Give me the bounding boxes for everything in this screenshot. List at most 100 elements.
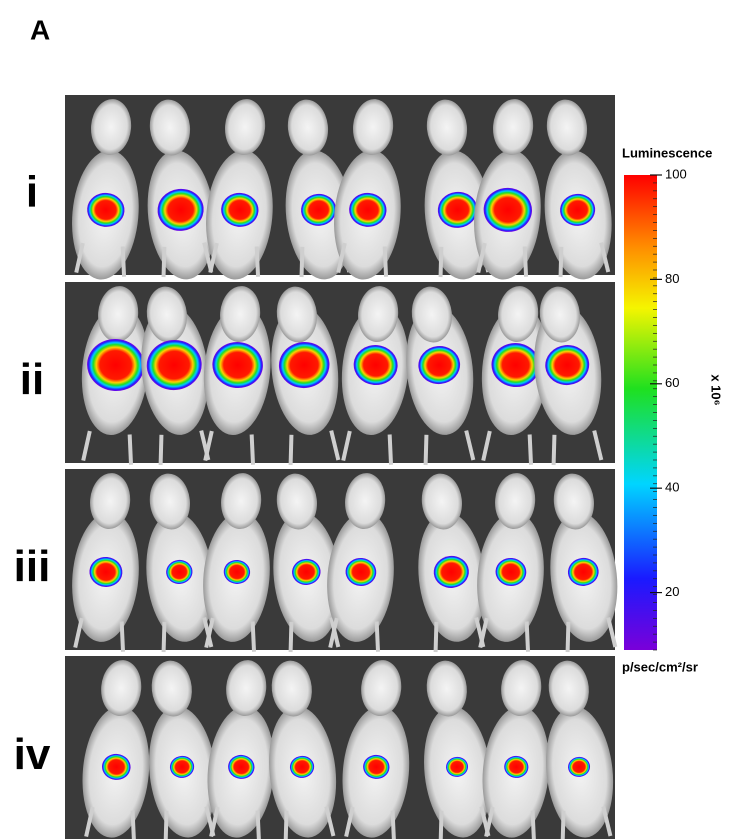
mouse-leg (84, 806, 95, 837)
signal (345, 557, 377, 586)
mouse (424, 660, 492, 839)
mouse (342, 660, 410, 839)
mouse (203, 473, 270, 652)
mouse-leg (433, 621, 439, 653)
mouse-leg (336, 242, 347, 274)
mouse-leg (527, 434, 534, 465)
signal (491, 343, 540, 388)
mouse-head (224, 99, 266, 155)
mouse-head (276, 473, 318, 530)
mouse-leg (250, 621, 257, 652)
mouse (481, 286, 549, 465)
mouse-leg (158, 434, 164, 466)
mouse-head (151, 660, 192, 717)
mouse-leg (209, 806, 220, 837)
signal (545, 345, 590, 386)
mouse-leg (438, 810, 444, 839)
mouse-leg (464, 430, 476, 461)
mouse (271, 286, 341, 466)
mouse (334, 99, 401, 280)
mouse (477, 473, 544, 652)
mouse-leg (478, 617, 489, 648)
mouse-head (492, 99, 534, 155)
signal (418, 346, 461, 385)
signal (292, 558, 321, 585)
mouse-leg (255, 810, 261, 839)
signal (169, 755, 195, 778)
mouse-leg (283, 810, 289, 839)
signal (446, 756, 469, 777)
signal (483, 187, 533, 232)
mouse (81, 286, 149, 465)
row-label: i (26, 168, 38, 217)
mouse-head (361, 660, 402, 716)
mouse (406, 286, 476, 466)
mouse-leg (599, 242, 611, 273)
mouse-head (358, 286, 399, 342)
tick-label: 100 (665, 166, 687, 181)
signal (221, 192, 259, 227)
mouse (424, 99, 492, 280)
signal (102, 753, 131, 780)
mouse-leg (288, 621, 294, 653)
signal (223, 559, 251, 584)
mouse-leg (130, 810, 136, 839)
mouse-head (501, 660, 542, 716)
mouse-leg (81, 430, 92, 461)
mouse-head (226, 660, 267, 716)
mouse (273, 473, 341, 653)
mouse-leg (387, 434, 394, 465)
panel-label: A (30, 14, 50, 45)
colorbar-ticks: 100 80 60 40 20 (650, 166, 687, 651)
mouse-leg (551, 434, 557, 466)
mouse (285, 99, 353, 280)
mouse-leg (530, 810, 536, 839)
mouse-leg (161, 246, 167, 278)
mouse (269, 660, 337, 839)
mouse-head (411, 286, 453, 343)
signal (433, 555, 469, 588)
mouse-leg (163, 810, 169, 839)
signal (212, 342, 263, 389)
mouse-leg (476, 242, 487, 274)
mouse-head (276, 286, 318, 343)
mouse-leg (73, 617, 84, 648)
tick-label: 60 (665, 375, 679, 390)
mouse (82, 660, 150, 839)
mouse-head (426, 660, 467, 717)
mouse-leg (601, 806, 613, 837)
mouse-leg (254, 246, 261, 277)
mouse (544, 99, 612, 280)
tick-label: 80 (665, 271, 679, 286)
colorbar-unit: p/sec/cm²/sr (622, 659, 698, 674)
image-panels (65, 95, 618, 839)
mouse-leg (423, 434, 429, 466)
mouse-leg (127, 434, 134, 465)
signal (157, 188, 204, 231)
mouse-head (345, 473, 386, 529)
mouse (147, 99, 215, 280)
signal (289, 755, 315, 778)
signal (568, 756, 591, 777)
mouse-head (98, 286, 139, 342)
signal (278, 342, 330, 389)
row-label: iv (14, 730, 51, 779)
mouse (474, 99, 541, 280)
signal (504, 755, 529, 778)
signal (560, 193, 596, 226)
mouse (327, 473, 394, 652)
mouse-leg (592, 430, 604, 461)
mouse (206, 99, 273, 280)
mouse-leg (341, 430, 352, 461)
signal (89, 556, 123, 587)
mouse (550, 473, 618, 653)
mouse-leg (203, 430, 214, 461)
signal (87, 339, 145, 392)
mouse-leg (120, 246, 127, 277)
mouse (72, 473, 139, 652)
tick-label: 20 (665, 584, 679, 599)
mouse-leg (74, 242, 85, 274)
mouse-leg (288, 434, 294, 466)
